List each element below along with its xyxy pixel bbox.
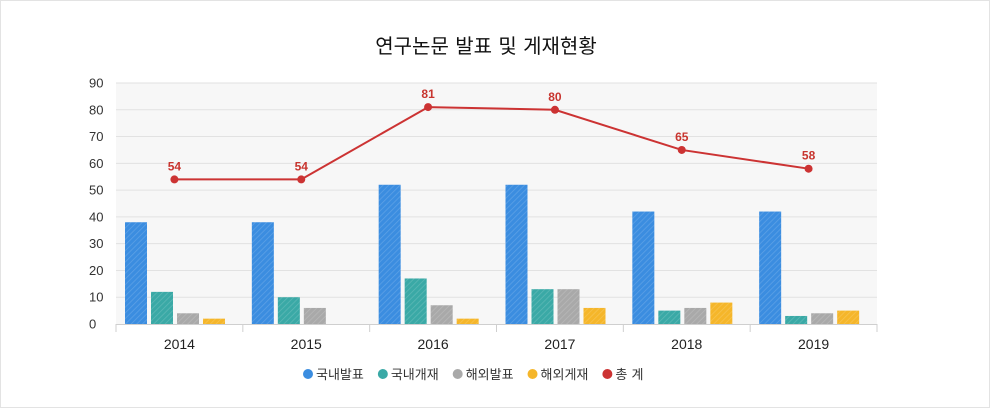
x-tick-label: 2019 bbox=[798, 336, 829, 352]
data-label: 54 bbox=[168, 159, 182, 173]
total-point-2018 bbox=[677, 145, 686, 154]
bar-texture bbox=[277, 297, 300, 324]
total-line bbox=[174, 106, 809, 181]
bar-texture bbox=[177, 313, 199, 324]
plot-area bbox=[116, 83, 877, 324]
legend-marker bbox=[527, 369, 538, 379]
gridlines bbox=[116, 82, 877, 298]
legend-item: 국내개재 bbox=[377, 368, 439, 383]
total-point-2014 bbox=[170, 175, 179, 184]
legend-label: 국내개재 bbox=[391, 368, 439, 383]
y-tick-label: 70 bbox=[89, 129, 103, 144]
legend-marker bbox=[602, 369, 613, 379]
x-tick-label: 2015 bbox=[291, 336, 322, 352]
total-point-2017 bbox=[550, 105, 559, 114]
legend-label: 해외발표 bbox=[466, 368, 514, 383]
bar-texture bbox=[456, 318, 479, 324]
bar-texture bbox=[404, 278, 427, 324]
legend: 국내발표 국내개재 해외발표 해외게재 총 계 bbox=[303, 368, 643, 383]
bar-texture bbox=[684, 307, 707, 324]
bar-texture bbox=[811, 313, 834, 324]
x-tick-label: 2014 bbox=[164, 336, 195, 352]
y-tick-label: 60 bbox=[89, 156, 103, 171]
bar-texture bbox=[125, 222, 147, 324]
legend-item: 총 계 bbox=[602, 368, 643, 383]
bar-texture bbox=[557, 289, 580, 324]
legend-label: 해외게재 bbox=[541, 368, 589, 383]
bar-texture bbox=[151, 291, 173, 324]
bar-texture bbox=[632, 211, 655, 324]
y-tick-label: 40 bbox=[89, 209, 103, 224]
bar-texture bbox=[505, 184, 528, 324]
y-tick-label: 30 bbox=[89, 236, 103, 251]
legend-label: 총 계 bbox=[615, 368, 643, 383]
bar-texture bbox=[837, 310, 860, 324]
bar-texture bbox=[583, 307, 606, 324]
bar-texture bbox=[531, 289, 554, 324]
y-tick-label: 80 bbox=[89, 102, 103, 117]
bar-texture bbox=[251, 222, 274, 324]
data-label: 65 bbox=[675, 130, 689, 144]
legend-marker bbox=[377, 369, 388, 379]
bar-texture bbox=[430, 305, 453, 324]
x-axis: 2014 2015 2016 2017 2018 2019 bbox=[115, 324, 878, 352]
total-point-2015 bbox=[297, 175, 306, 184]
legend-marker bbox=[303, 369, 313, 379]
legend-item: 해외발표 bbox=[452, 368, 514, 383]
bar-series bbox=[125, 184, 860, 324]
bar-texture bbox=[378, 184, 401, 324]
y-tick-label: 90 bbox=[89, 76, 103, 91]
total-point-2019 bbox=[804, 164, 813, 173]
bar-texture bbox=[759, 211, 782, 324]
data-label: 81 bbox=[421, 87, 435, 101]
x-tick-label: 2018 bbox=[671, 336, 702, 352]
total-point-2016 bbox=[424, 103, 433, 112]
y-tick-label: 50 bbox=[89, 183, 103, 198]
y-axis: 0 10 20 30 40 50 60 70 80 90 bbox=[89, 76, 103, 332]
bar-texture bbox=[303, 307, 326, 324]
y-tick-label: 20 bbox=[89, 263, 103, 278]
chart-title: 연구논문 발표 및 게재현황 bbox=[375, 34, 596, 58]
bar-texture bbox=[785, 315, 808, 324]
legend-item: 국내발표 bbox=[303, 368, 364, 383]
y-tick-label: 0 bbox=[89, 317, 96, 332]
x-tick-label: 2016 bbox=[418, 336, 449, 352]
bar-texture bbox=[203, 318, 225, 324]
bar-texture bbox=[710, 302, 733, 324]
legend-marker bbox=[452, 369, 463, 379]
y-tick-label: 10 bbox=[89, 290, 103, 305]
bar-texture bbox=[658, 310, 681, 324]
data-label: 54 bbox=[295, 159, 309, 173]
total-line-series: 54 54 81 80 65 58 bbox=[168, 87, 816, 184]
data-label: 58 bbox=[802, 149, 816, 163]
data-label: 80 bbox=[548, 90, 562, 104]
legend-label: 국내발표 bbox=[316, 368, 364, 383]
x-tick-label: 2017 bbox=[544, 336, 575, 352]
legend-item: 해외게재 bbox=[527, 368, 589, 383]
